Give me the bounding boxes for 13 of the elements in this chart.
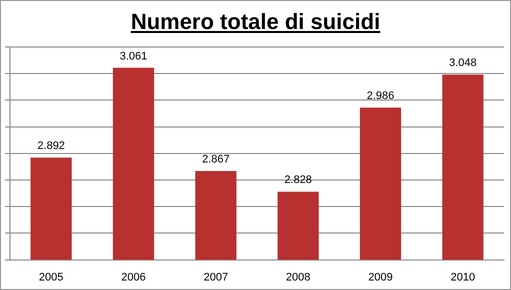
x-tick-label: 2010 <box>450 271 476 284</box>
data-label: 3.048 <box>449 57 477 70</box>
x-tick-label: 2007 <box>204 271 228 284</box>
data-label: 3.061 <box>120 50 148 62</box>
data-label: 2.828 <box>284 174 312 186</box>
x-tick-label: 2005 <box>38 271 64 284</box>
data-label: 2.892 <box>37 140 65 152</box>
chart-title: Numero totale di suicidi <box>130 9 380 35</box>
x-tick-label: 2008 <box>286 271 310 284</box>
x-tick-label: 2009 <box>368 271 393 284</box>
data-label: 2.986 <box>366 90 394 102</box>
x-tick-label: 2006 <box>121 271 146 284</box>
data-label: 2.867 <box>202 153 230 166</box>
